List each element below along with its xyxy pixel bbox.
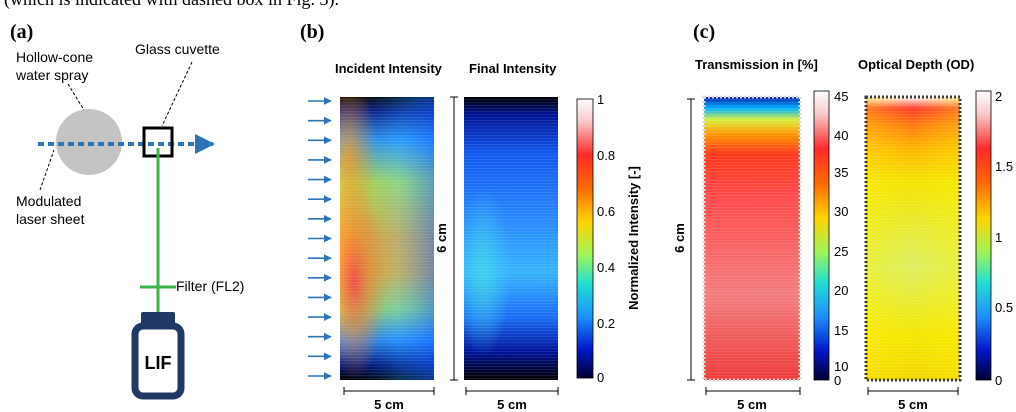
optical-depth-image — [864, 95, 962, 382]
colorbar-tick-label: 25 — [834, 244, 848, 259]
width-label-c2: 5 cm — [898, 397, 928, 412]
final-intensity-title: Final Intensity — [469, 61, 557, 76]
optical-depth-colorbar-ticks: 2 1.5 1 0.5 0 — [995, 89, 1013, 388]
height-scale-bracket — [450, 96, 458, 381]
lif-camera-label: LIF — [145, 353, 172, 373]
colorbar-tick-label: 35 — [834, 165, 848, 180]
height-label-b: 6 cm — [434, 223, 449, 253]
panel-a: (a) Hollow-cone water spray Glass cuvett… — [10, 21, 244, 400]
incoming-laser-arrows — [308, 97, 332, 380]
colorbar-tick-label: 1 — [995, 230, 1002, 245]
incident-intensity-title: Incident Intensity — [335, 61, 443, 76]
caption-fragment: (which is indicated with dashed box in F… — [4, 0, 339, 10]
colorbar-tick-label: 0.8 — [597, 148, 615, 163]
laser-label-line1: Modulated — [16, 193, 81, 209]
width-scale-bracket-c1 — [705, 387, 801, 395]
width-label-b1: 5 cm — [374, 397, 404, 412]
final-intensity-image — [464, 97, 558, 380]
panel-letter-c: (c) — [693, 21, 715, 43]
colorbar-tick-label: 1 — [597, 92, 604, 107]
colorbar-tick-label: 0.6 — [597, 204, 615, 219]
filter-label: Filter (FL2) — [176, 278, 244, 294]
colorbar-tick-label: 0.2 — [597, 316, 615, 331]
colorbar-tick-label: 2 — [995, 89, 1002, 104]
colorbar-tick-label: 0.5 — [995, 300, 1013, 315]
width-scale-bracket-c2 — [867, 387, 959, 395]
colorbar-tick-label: 45 — [834, 89, 848, 104]
transmission-title: Transmission in [%] — [695, 57, 818, 72]
colorbar-tick-label: 20 — [834, 283, 848, 298]
colorbar-label-b: Normalized Intensity [-] — [626, 166, 641, 310]
colorbar-tick-label: 0 — [834, 373, 841, 388]
panel-c: (c) Transmission in [%] Optical Depth (O… — [672, 21, 1013, 412]
colorbar-tick-label: 10 — [834, 359, 848, 374]
panel-letter-b: (b) — [300, 21, 324, 43]
colorbar-tick-label: 15 — [834, 323, 848, 338]
spray-label-line2: water spray — [15, 67, 88, 83]
spray-leader-line — [67, 83, 85, 111]
colorbar-tick-label: 0.4 — [597, 260, 615, 275]
intensity-colorbar — [576, 98, 594, 379]
width-label-c1: 5 cm — [737, 397, 767, 412]
optical-depth-title: Optical Depth (OD) — [858, 57, 974, 72]
optical-depth-colorbar — [975, 90, 992, 381]
intensity-colorbar-ticks: 1 0.8 0.6 0.4 0.2 0 — [597, 92, 615, 385]
transmission-colorbar — [813, 90, 830, 381]
spray-label-line1: Hollow-cone — [16, 49, 93, 65]
panel-b: (b) Incident Intensity Final Intensity 6… — [300, 21, 641, 412]
transmission-colorbar-ticks: 45 40 35 30 25 20 15 100 — [834, 89, 848, 388]
incident-intensity-image — [340, 97, 434, 380]
colorbar-tick-label: 30 — [834, 204, 848, 219]
cuvette-leader-line — [161, 61, 193, 127]
colorbar-tick-label: 1.5 — [995, 159, 1013, 174]
panel-letter-a: (a) — [10, 21, 33, 43]
cuvette-label: Glass cuvette — [135, 41, 220, 57]
width-label-b2: 5 cm — [497, 397, 527, 412]
colorbar-tick-label: 0 — [597, 370, 604, 385]
transmission-image — [702, 95, 802, 382]
colorbar-tick-label: 0 — [995, 373, 1002, 388]
laser-leader-line — [39, 149, 55, 191]
width-scale-bracket-1 — [343, 387, 435, 395]
colorbar-tick-label: 40 — [834, 128, 848, 143]
laser-label-line2: laser sheet — [16, 211, 85, 227]
lif-camera-body — [131, 322, 185, 400]
width-scale-bracket-2 — [465, 387, 559, 395]
height-scale-bracket-c — [687, 98, 695, 381]
height-label-c: 6 cm — [672, 223, 687, 253]
